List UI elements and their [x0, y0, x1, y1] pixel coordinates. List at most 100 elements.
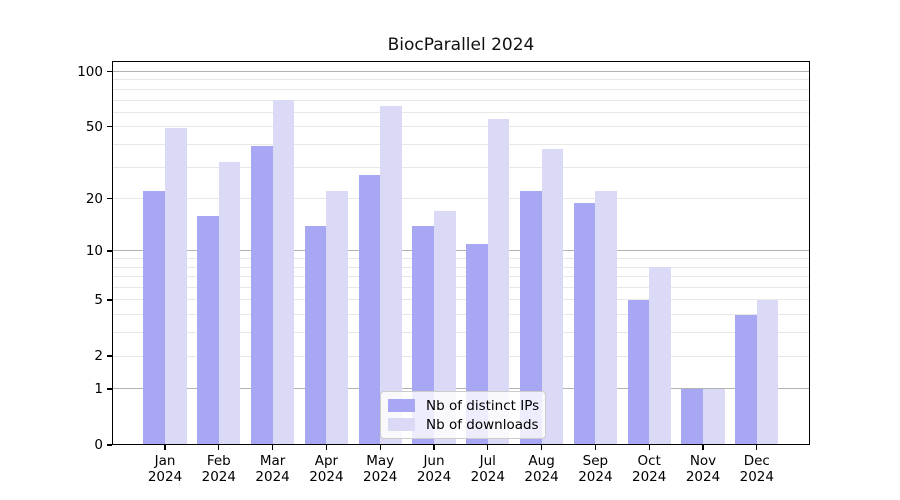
x-tick-dec — [756, 445, 758, 450]
bar-downloads-apr — [326, 191, 349, 445]
y-tick-label-0: 0 — [94, 437, 103, 453]
bar-ips-nov — [681, 388, 703, 445]
x-tick-label-jun: Jun 2024 — [404, 453, 464, 485]
y-tick-0 — [107, 444, 112, 446]
x-tick-sep — [594, 445, 597, 450]
minor-gridline-60 — [112, 111, 810, 113]
legend-swatch-distinct-ips — [388, 399, 415, 412]
y-tick-label-100: 100 — [77, 63, 103, 80]
x-tick-year-apr: 2024 — [309, 469, 344, 485]
x-tick-jun — [433, 445, 435, 450]
x-tick-jul — [487, 445, 489, 450]
legend-label-distinct-ips: Nb of distinct IPs — [426, 397, 540, 414]
minor-gridline-3 — [112, 332, 810, 334]
minor-gridline-9 — [112, 258, 810, 260]
y-tick-label-5: 5 — [94, 291, 103, 308]
minor-gridline-4 — [112, 314, 810, 316]
major-gridline-10 — [112, 250, 810, 252]
y-tick-100 — [107, 70, 112, 73]
x-tick-year-feb: 2024 — [201, 469, 236, 485]
x-tick-year-mar: 2024 — [255, 469, 290, 485]
x-tick-may — [379, 445, 381, 450]
x-tick-label-mar: Mar 2024 — [243, 453, 303, 485]
y-tick-label-20: 20 — [85, 190, 103, 207]
y-tick-label-1: 1 — [94, 380, 103, 397]
bar-ips-feb — [197, 215, 219, 445]
x-tick-year-nov: 2024 — [685, 469, 721, 485]
minor-gridline-2 — [112, 355, 810, 357]
x-tick-apr — [325, 445, 328, 450]
bar-ips-jun — [412, 225, 434, 445]
x-tick-label-apr: Apr 2024 — [296, 453, 356, 485]
y-tick-5 — [107, 299, 112, 301]
x-tick-jan — [164, 445, 166, 450]
x-tick-year-sep: 2024 — [578, 469, 613, 485]
bar-ips-apr — [304, 225, 327, 445]
x-tick-label-feb: Feb 2024 — [189, 453, 249, 485]
bar-downloads-may — [380, 105, 402, 445]
x-tick-label-oct: Oct 2024 — [619, 453, 679, 485]
legend-entry-downloads: Nb of downloads — [388, 415, 539, 434]
y-tick-50 — [107, 126, 112, 128]
bar-ips-mar — [250, 146, 273, 445]
minor-gridline-90 — [112, 79, 810, 81]
x-tick-year-jul: 2024 — [470, 469, 505, 485]
bar-ips-jan — [143, 191, 165, 445]
major-gridline-1 — [112, 388, 810, 390]
x-tick-year-dec: 2024 — [739, 469, 774, 485]
minor-gridline-20 — [112, 198, 810, 200]
x-tick-year-aug: 2024 — [524, 469, 559, 485]
x-tick-feb — [218, 445, 220, 450]
bar-downloads-nov — [703, 388, 725, 445]
minor-gridline-70 — [112, 99, 810, 101]
x-tick-label-jul: Jul 2024 — [458, 453, 518, 485]
x-tick-oct — [648, 445, 650, 450]
minor-gridline-7 — [112, 276, 810, 278]
bar-downloads-jun — [434, 211, 456, 445]
minor-gridline-5 — [112, 299, 810, 301]
bar-downloads-dec — [756, 299, 779, 445]
minor-gridline-40 — [112, 143, 810, 145]
minor-gridline-6 — [112, 287, 810, 289]
bar-downloads-oct — [649, 267, 671, 445]
chart-title: BiocParallel 2024 — [387, 35, 535, 55]
minor-gridline-80 — [112, 88, 810, 90]
bar-ips-sep — [573, 202, 596, 445]
bar-downloads-jul — [487, 119, 510, 445]
x-tick-aug — [540, 445, 543, 450]
y-tick-label-2: 2 — [94, 348, 103, 365]
y-tick-20 — [107, 197, 112, 200]
minor-gridline-8 — [112, 266, 810, 268]
bar-downloads-jan — [165, 128, 187, 445]
bar-ips-oct — [627, 299, 650, 445]
x-tick-year-jan: 2024 — [147, 469, 183, 485]
legend-entry-distinct-ips: Nb of distinct IPs — [388, 396, 540, 415]
x-tick-year-jun: 2024 — [416, 469, 452, 485]
y-tick-10 — [107, 250, 112, 252]
x-tick-mar — [271, 445, 274, 450]
bar-downloads-mar — [272, 100, 295, 445]
y-tick-1 — [107, 388, 112, 390]
x-tick-label-dec: Dec 2024 — [727, 453, 787, 485]
x-tick-label-nov: Nov 2024 — [673, 453, 733, 485]
bar-ips-may — [358, 175, 381, 445]
legend: Nb of distinct IPs Nb of downloads — [380, 391, 546, 439]
y-tick-label-50: 50 — [85, 118, 103, 135]
x-tick-label-jan: Jan 2024 — [135, 453, 195, 485]
x-tick-label-aug: Aug 2024 — [512, 453, 572, 485]
x-tick-year-oct: 2024 — [632, 469, 667, 485]
x-tick-year-may: 2024 — [363, 469, 398, 485]
legend-label-downloads: Nb of downloads — [426, 416, 539, 433]
x-tick-nov — [702, 445, 704, 450]
bar-ips-aug — [519, 191, 542, 445]
major-gridline-100 — [112, 71, 810, 72]
x-tick-label-may: May 2024 — [350, 453, 410, 485]
minor-gridline-50 — [112, 126, 810, 128]
y-tick-2 — [107, 355, 112, 357]
bar-ips-dec — [735, 314, 757, 445]
y-tick-label-10: 10 — [85, 242, 103, 259]
minor-gridline-30 — [112, 166, 810, 168]
bar-downloads-feb — [218, 162, 241, 445]
legend-swatch-downloads — [388, 418, 415, 431]
